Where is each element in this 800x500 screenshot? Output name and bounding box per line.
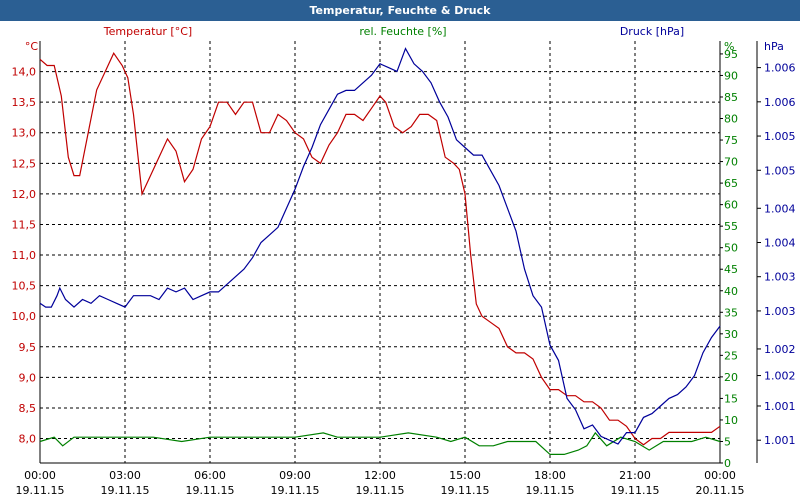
pressure-tick-label: 1.003 [764, 305, 796, 318]
grid [40, 41, 720, 463]
temperature-series-line [39, 51, 721, 446]
temperature-tick-label: 11,5 [12, 218, 37, 231]
humidity-tick-label: 75 [724, 134, 738, 147]
temperature-tick-label: 14,0 [12, 66, 37, 79]
temperature-unit: °C [25, 40, 39, 53]
pressure-tick-label: 1.004 [764, 202, 796, 215]
temperature-tick-label: 9,5 [19, 341, 37, 354]
pressure-tick-label: 1.001 [764, 400, 796, 413]
pressure-tick-label: 1.005 [764, 130, 796, 143]
temperature-tick-label: 12,5 [12, 157, 37, 170]
series-lines [39, 47, 721, 455]
x-tick-date: 19.11.15 [526, 484, 575, 497]
window-title: Temperatur, Feuchte & Druck [0, 0, 800, 21]
humidity-tick-label: 60 [724, 199, 738, 212]
temperature-tick-label: 9,0 [19, 371, 37, 384]
pressure-tick-label: 1.005 [764, 164, 796, 177]
x-tick-time: 21:00 [619, 469, 651, 482]
x-tick-date: 19.11.15 [16, 484, 65, 497]
pressure-tick-label: 1.002 [764, 343, 796, 356]
humidity-tick-label: 85 [724, 91, 738, 104]
humidity-tick-label: 0 [724, 457, 731, 470]
temperature-tick-label: 13,0 [12, 127, 37, 140]
humidity-tick-label: 90 [724, 69, 738, 82]
axis-labels: Temperatur [°C] rel. Feuchte [%] Druck [… [25, 25, 784, 53]
humidity-tick-label: 15 [724, 392, 738, 405]
x-tick-time: 18:00 [534, 469, 566, 482]
temperature-axis-label: Temperatur [°C] [103, 25, 192, 38]
x-tick-date: 19.11.15 [441, 484, 490, 497]
humidity-tick-label: 70 [724, 156, 738, 169]
humidity-tick-label: 5 [724, 435, 731, 448]
x-tick-time: 03:00 [109, 469, 141, 482]
x-tick-date: 20.11.15 [696, 484, 745, 497]
pressure-tick-label: 1.004 [764, 236, 796, 249]
temperature-tick-label: 11,0 [12, 249, 37, 262]
axes [39, 41, 761, 464]
humidity-tick-label: 10 [724, 414, 738, 427]
x-tick-time: 15:00 [449, 469, 481, 482]
humidity-tick-label: 25 [724, 349, 738, 362]
x-tick-time: 00:00 [704, 469, 736, 482]
x-tick-time: 12:00 [364, 469, 396, 482]
humidity-tick-label: 55 [724, 220, 738, 233]
humidity-tick-label: 80 [724, 113, 738, 126]
x-tick-date: 19.11.15 [356, 484, 405, 497]
humidity-tick-label: 35 [724, 306, 738, 319]
pressure-tick-label: 1.006 [764, 96, 796, 109]
humidity-tick-label: 30 [724, 328, 738, 341]
pressure-tick-label: 1.001 [764, 434, 796, 447]
temperature-tick-label: 13,5 [12, 96, 37, 109]
x-tick-date: 19.11.15 [186, 484, 235, 497]
temperature-tick-label: 8,5 [19, 402, 37, 415]
humidity-axis-label: rel. Feuchte [%] [359, 25, 446, 38]
x-tick-date: 19.11.15 [101, 484, 150, 497]
humidity-series-line [39, 431, 721, 455]
pressure-series-line [39, 47, 721, 445]
pressure-unit: hPa [764, 40, 784, 53]
pressure-axis-label: Druck [hPa] [620, 25, 684, 38]
x-tick-time: 09:00 [279, 469, 311, 482]
humidity-tick-label: 40 [724, 285, 738, 298]
temperature-tick-label: 10,0 [12, 310, 37, 323]
humidity-tick-label: 45 [724, 263, 738, 276]
x-tick-date: 19.11.15 [611, 484, 660, 497]
x-tick-time: 00:00 [24, 469, 56, 482]
tick-labels: 00:00 19.11.15 03:00 19.11.15 06:00 19.11.15 0… [12, 48, 796, 497]
humidity-tick-label: 20 [724, 371, 738, 384]
pressure-tick-label: 1.002 [764, 370, 796, 383]
pressure-tick-label: 1.003 [764, 271, 796, 284]
humidity-tick-label: 50 [724, 242, 738, 255]
temperature-tick-label: 12,0 [12, 188, 37, 201]
temperature-tick-label: 8,0 [19, 433, 37, 446]
pressure-tick-label: 1.006 [764, 62, 796, 75]
x-tick-date: 19.11.15 [271, 484, 320, 497]
humidity-tick-label: 65 [724, 177, 738, 190]
humidity-unit: % [724, 40, 734, 53]
temperature-tick-label: 10,5 [12, 280, 37, 293]
x-tick-time: 06:00 [194, 469, 226, 482]
humidity-tick-label: 95 [724, 48, 738, 61]
